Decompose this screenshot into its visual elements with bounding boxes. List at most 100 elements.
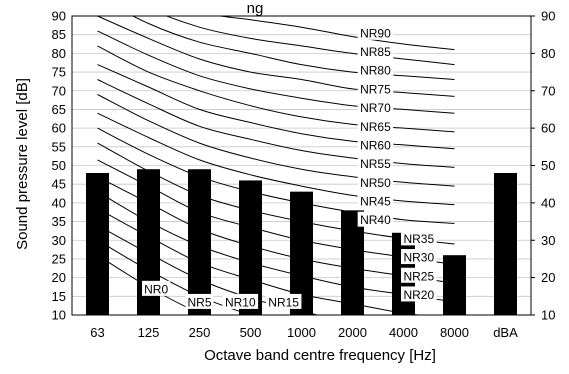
x-tick-label: 63 — [90, 325, 104, 340]
label-NR35: NR35 — [401, 230, 437, 246]
bar-8000 — [443, 255, 466, 315]
y-tick-label: 10 — [52, 308, 66, 323]
right-y-tick-label: 70 — [541, 83, 555, 98]
label-NR30: NR30 — [401, 249, 437, 265]
curve-NR55 — [97, 79, 455, 168]
bar-250 — [188, 169, 211, 315]
y-tick-label: 45 — [52, 177, 66, 192]
y-tick-label: 35 — [52, 214, 66, 229]
curve-NR65 — [97, 45, 455, 133]
x-tick-label: 500 — [240, 325, 262, 340]
x-tick-label: 2000 — [338, 325, 367, 340]
label-NR85: NR85 — [357, 43, 394, 59]
label-NR15: NR15 — [265, 293, 302, 309]
label-text-NR80: NR80 — [360, 64, 391, 78]
x-tick-label: 8000 — [440, 325, 469, 340]
chart-title-fragment: ng — [247, 0, 264, 17]
curve-NR45 — [97, 112, 455, 206]
curve-NR15 — [97, 208, 423, 315]
curve-NR25 — [97, 176, 455, 284]
curve-NR85 — [165, 16, 455, 66]
label-text-NR35: NR35 — [403, 232, 434, 246]
label-NR10: NR10 — [222, 293, 259, 309]
label-NR55: NR55 — [357, 155, 394, 171]
x-axis-ticks: 63 125 250 500 1000 2000 4000 8000 dBA — [90, 325, 518, 340]
label-text-NR50: NR50 — [360, 176, 391, 190]
curve-NR60 — [97, 64, 455, 150]
label-text-NR20: NR20 — [403, 288, 434, 302]
label-text-NR60: NR60 — [360, 138, 391, 152]
y-tick-label: 30 — [52, 233, 66, 248]
label-text-NR10: NR10 — [225, 295, 256, 309]
y-tick-label: 75 — [52, 65, 66, 80]
label-NR45: NR45 — [357, 193, 394, 209]
label-NR25: NR25 — [401, 267, 437, 283]
y-tick-label: 65 — [52, 102, 66, 117]
curve-NR80 — [131, 16, 455, 80]
y-tick-label: 55 — [52, 139, 66, 154]
y-tick-label: 25 — [52, 251, 66, 266]
curve-NR70 — [97, 30, 455, 114]
curve-NR35 — [97, 142, 455, 245]
curve-NR40 — [97, 127, 455, 224]
y-tick-label: 70 — [52, 83, 66, 98]
label-NR40: NR40 — [357, 211, 394, 227]
nr-curves — [97, 16, 455, 315]
label-text-NR55: NR55 — [360, 157, 391, 171]
y-tick-label: 85 — [52, 27, 66, 42]
label-text-NR45: NR45 — [360, 195, 391, 209]
bar-63 — [86, 172, 109, 315]
label-NR0: NR0 — [142, 280, 171, 296]
label-text-NR5: NR5 — [187, 295, 211, 309]
right-y-tick-label: 80 — [541, 46, 555, 61]
x-tick-label: 125 — [138, 325, 160, 340]
left-y-axis-ticks: 10 15 20 25 30 35 40 45 50 55 60 65 70 75 80 85 90 — [52, 9, 66, 323]
right-y-tick-label: 40 — [541, 195, 555, 210]
y-tick-label: 60 — [52, 121, 66, 136]
label-text-NR25: NR25 — [403, 269, 434, 283]
label-text-NR90: NR90 — [360, 26, 391, 40]
curve-NR75 — [97, 16, 455, 97]
y-tick-label: 40 — [52, 195, 66, 210]
label-text-NR40: NR40 — [360, 213, 391, 227]
curve-NR30 — [97, 159, 455, 265]
label-text-NR15: NR15 — [268, 295, 299, 309]
y-tick-label: 15 — [52, 289, 66, 304]
y-tick-label: 50 — [52, 158, 66, 173]
right-y-tick-label: 20 — [541, 270, 555, 285]
y-tick-label: 90 — [52, 9, 66, 24]
label-NR5: NR5 — [185, 293, 214, 309]
right-y-tick-label: 60 — [541, 121, 555, 136]
label-text-NR0: NR0 — [144, 282, 168, 296]
right-y-tick-label: 30 — [541, 233, 555, 248]
label-NR70: NR70 — [357, 99, 394, 115]
x-tick-label: 250 — [189, 325, 211, 340]
right-y-axis-ticks: 10 20 30 40 50 60 70 80 90 — [531, 9, 555, 323]
nr-curve-labels: NR90 NR85 NR80 NR75 NR70 NR65 NR60 NR55 NR50 NR45… — [142, 24, 437, 309]
label-NR20: NR20 — [401, 286, 437, 302]
label-text-NR70: NR70 — [360, 101, 391, 115]
curve-NR20 — [97, 191, 455, 303]
label-text-NR65: NR65 — [360, 120, 391, 134]
curve-NR5 — [97, 239, 253, 315]
y-tick-label: 80 — [52, 46, 66, 61]
label-NR60: NR60 — [357, 136, 394, 152]
x-tick-label: 1000 — [287, 325, 316, 340]
x-tick-label: dBA — [493, 325, 518, 340]
label-text-NR85: NR85 — [360, 45, 391, 59]
right-y-tick-label: 50 — [541, 158, 555, 173]
bar-dBA — [494, 172, 517, 315]
label-NR50: NR50 — [357, 174, 394, 190]
label-NR75: NR75 — [357, 80, 394, 96]
curve-NR90 — [216, 16, 455, 51]
label-NR90: NR90 — [357, 24, 394, 40]
right-y-tick-label: 10 — [541, 308, 555, 323]
curve-NR50 — [97, 94, 455, 187]
label-NR65: NR65 — [357, 118, 394, 134]
x-tick-label: 4000 — [389, 325, 418, 340]
label-text-NR75: NR75 — [360, 82, 391, 96]
x-axis-title: Octave band centre frequency [Hz] — [204, 347, 436, 364]
y-axis-title: Sound pressure level [dB] — [14, 78, 31, 250]
y-tick-label: 20 — [52, 270, 66, 285]
